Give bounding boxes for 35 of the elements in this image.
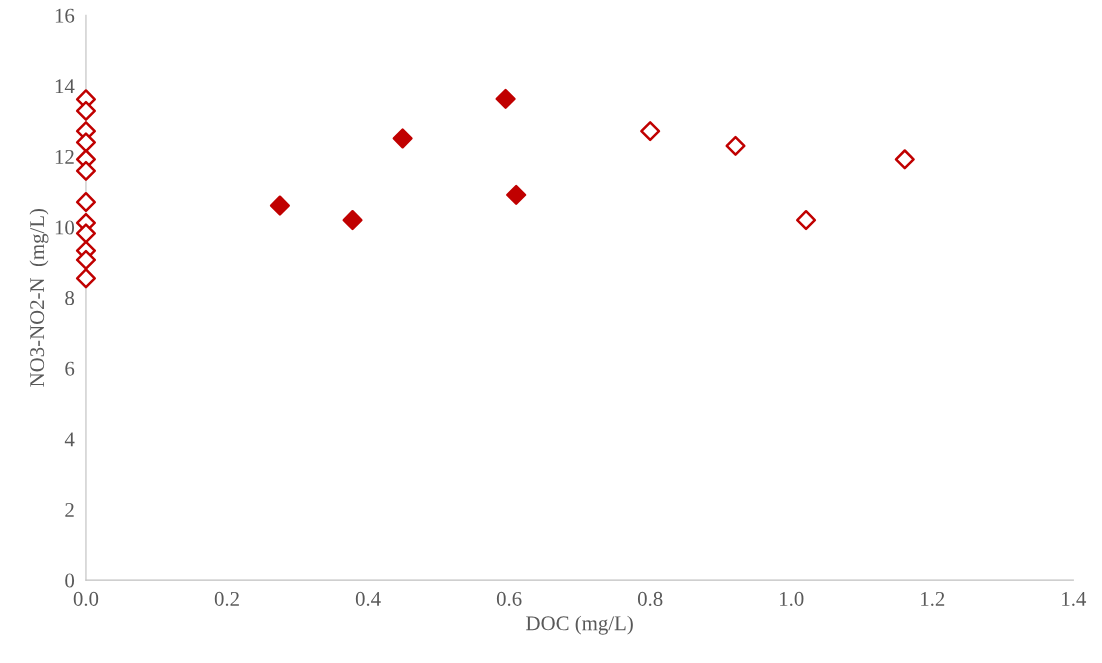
x-tick-label: 0.4 [355,591,381,606]
y-tick-label: 4 [64,432,75,447]
point [75,191,96,213]
y-tick-label: 0 [65,573,75,588]
y-tick-label: 14 [55,79,75,94]
point [75,100,96,121]
point [75,132,96,153]
y-axis-title: NO3-NO2-N (mg/L) [29,208,49,387]
x-tick-label: 0.2 [214,591,239,606]
x-tick-label: 0.8 [637,591,663,606]
x-axis-title: DOC (mg/L) [526,615,633,635]
point [342,209,363,231]
y-tick-label: 16 [55,8,75,23]
point [495,88,516,109]
point [392,128,413,149]
point [75,160,96,181]
point [894,149,915,170]
point [75,223,96,244]
y-tick-label: 2 [65,502,74,517]
y-tick-label: 10 [55,220,75,235]
x-tick-label: 0.0 [73,591,99,606]
x-tick-label: 1.0 [780,591,804,606]
point [796,209,817,231]
y-tick-label: 6 [65,361,75,376]
point [75,249,96,270]
point [75,268,96,289]
point [269,195,290,216]
point [725,135,746,156]
x-tick-label: 1.4 [1062,591,1087,606]
point [640,121,661,142]
x-tick-label: 1.2 [921,591,945,606]
y-tick-label: 12 [55,149,74,164]
x-tick-label: 0.6 [496,591,522,606]
y-tick-label: 8 [65,291,75,306]
point [506,184,527,205]
